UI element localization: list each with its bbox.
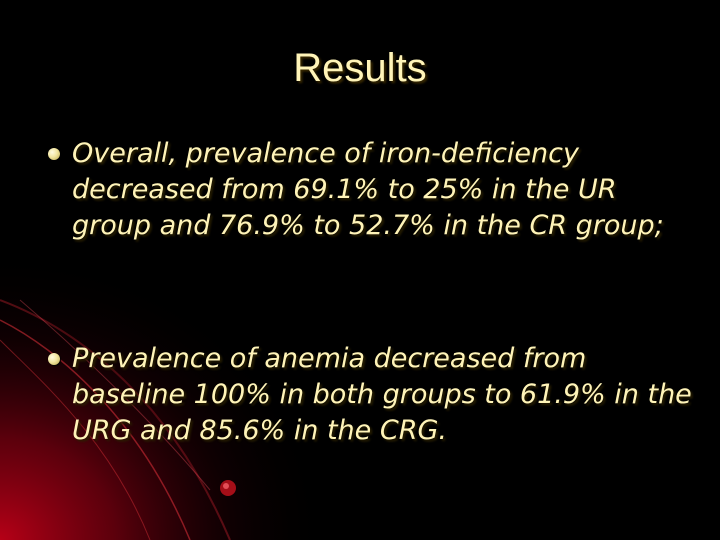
bullet-dot-icon xyxy=(48,353,60,365)
slide-title: Results xyxy=(293,46,427,90)
red-glow-region xyxy=(0,250,330,540)
red-swoosh-3 xyxy=(0,339,151,540)
bullet-dot-icon xyxy=(48,148,60,160)
red-sphere-highlight xyxy=(223,483,229,489)
red-swoosh-1 xyxy=(0,299,231,540)
red-swoosh-4 xyxy=(19,299,211,491)
bullet-text: Overall, prevalence of iron-deficiency d… xyxy=(72,138,664,241)
red-swoosh-2 xyxy=(0,319,191,540)
bullet-text: Prevalence of anemia decreased from base… xyxy=(72,343,692,446)
